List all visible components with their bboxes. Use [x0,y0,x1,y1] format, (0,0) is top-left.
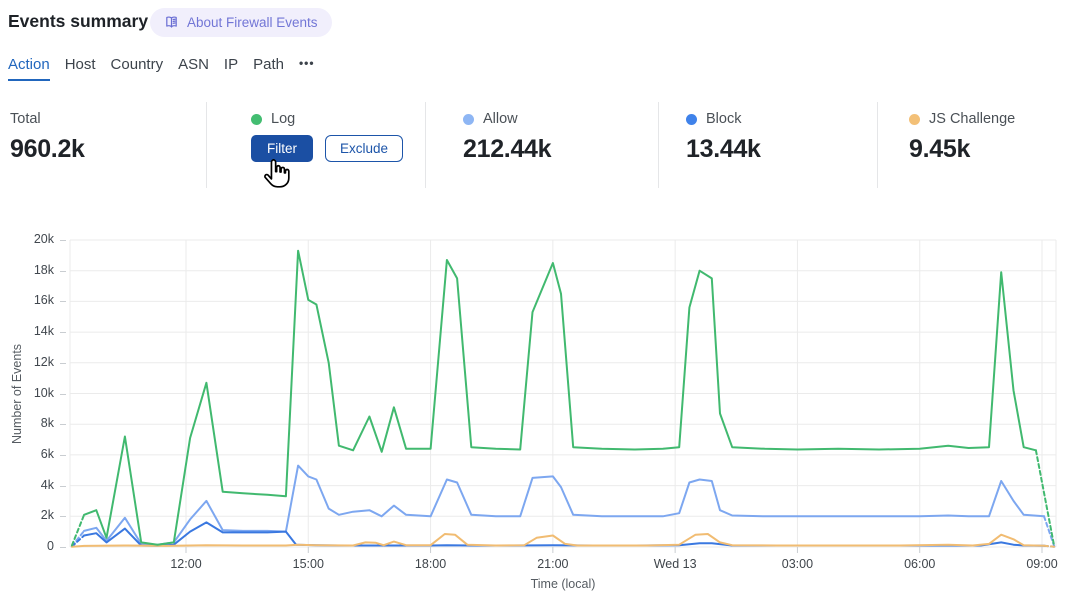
stat-label-js-challenge: JS Challenge [929,111,1016,127]
stat-card-js-challenge[interactable]: JS Challenge 9.45k [877,102,1068,188]
x-tick-label: 15:00 [292,557,324,571]
x-tick-label: 18:00 [414,557,447,571]
tab-asn[interactable]: ASN [178,56,209,73]
y-tick-label: 16k [33,293,54,308]
more-tabs-button[interactable]: ••• [298,56,315,70]
tab-path[interactable]: Path [253,56,284,73]
about-firewall-events-badge[interactable]: About Firewall Events [150,8,332,37]
y-tick-mark [60,454,66,456]
open-book-icon [164,15,179,30]
stats-row: Total 960.2k Log Filter Exclude Allow 21… [0,102,1068,188]
tab-host[interactable]: Host [64,56,96,73]
y-tick-label: 8k [40,416,54,431]
x-tick-label: 06:00 [904,557,936,571]
y-tick-label: 10k [33,385,54,400]
y-tick-label: 0 [47,539,54,553]
stat-value-block: 13.44k [686,135,761,163]
y-tick-mark [60,362,66,364]
stat-value-total: 960.2k [10,135,85,163]
y-tick-mark [60,516,66,518]
allow-color-dot [463,113,474,125]
x-tick-label: 03:00 [781,557,814,571]
y-tick-label: 4k [40,477,54,492]
y-tick-label: 6k [40,446,54,461]
js-challenge-color-dot [909,113,920,125]
y-tick-label: 18k [33,262,54,277]
y-tick-mark [60,270,66,272]
tab-ip[interactable]: IP [223,56,239,73]
stat-card-log[interactable]: Log Filter Exclude [206,102,425,188]
stat-label-allow: Allow [483,111,518,127]
y-tick-mark [60,332,66,334]
x-tick-label: 09:00 [1026,557,1058,571]
tab-action[interactable]: Action [8,56,50,81]
block-color-dot [686,113,697,125]
x-tick-label: 12:00 [170,557,202,571]
y-tick-mark [60,393,66,395]
x-tick-label: 21:00 [537,557,569,571]
y-tick-label: 12k [33,354,54,369]
x-axis-title: Time (local) [530,577,596,591]
y-tick-label: 2k [40,508,54,523]
y-tick-mark [60,240,66,241]
stat-card-allow[interactable]: Allow 212.44k [425,102,658,188]
stat-card-total[interactable]: Total 960.2k [0,102,206,188]
stat-value-allow: 212.44k [463,135,552,163]
y-tick-mark [60,547,66,548]
stat-label-total: Total [10,111,41,127]
page-title: Events summary [8,11,149,31]
stat-value-js-challenge: 9.45k [909,135,971,163]
stat-label-block: Block [706,111,742,127]
y-tick-mark [60,301,66,303]
stat-card-block[interactable]: Block 13.44k [658,102,877,188]
y-tick-mark [60,424,66,426]
events-chart-plot-area[interactable] [69,239,1057,553]
dimension-tabs: Action Host Country ASN IP Path ••• [8,56,315,81]
y-tick-label: 14k [33,324,54,339]
log-color-dot [251,113,262,125]
y-tick-label: 20k [33,232,54,246]
y-tick-mark [60,485,66,487]
filter-button[interactable]: Filter [251,135,313,162]
stat-label-log: Log [271,111,296,127]
badge-label: About Firewall Events [187,15,318,30]
exclude-button[interactable]: Exclude [325,135,404,162]
x-tick-label: Wed 13 [653,557,697,571]
tab-country[interactable]: Country [110,56,164,73]
